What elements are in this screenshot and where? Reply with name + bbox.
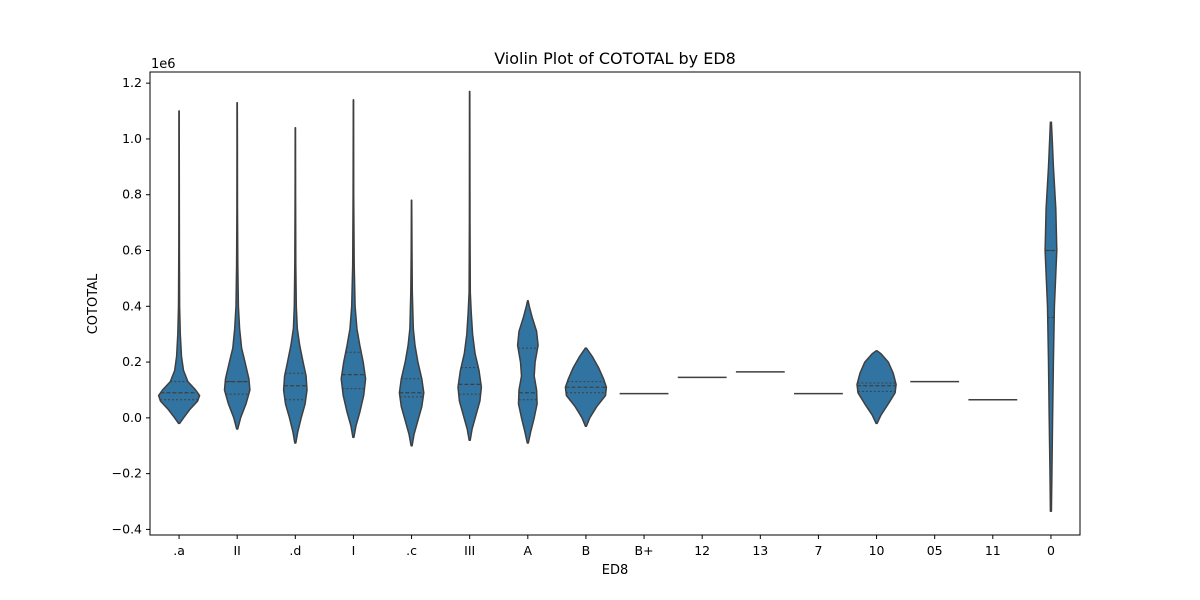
- violin-I: [340, 99, 367, 439]
- y-tick-label: 0.8: [122, 187, 142, 202]
- x-tick-label: 13: [752, 543, 768, 558]
- x-tick-label: .d: [289, 543, 301, 558]
- x-tick-label: B: [582, 543, 591, 558]
- x-tick-label: II: [234, 543, 241, 558]
- y-tick-label: 1.2: [122, 75, 142, 90]
- violin-III: [457, 90, 483, 441]
- violin-0: [1044, 121, 1058, 513]
- x-tick-label: A: [524, 543, 533, 558]
- y-tick-label: 1.0: [122, 131, 142, 146]
- y-tick-label: −0.4: [112, 521, 142, 536]
- x-tick-label: B+: [635, 543, 654, 558]
- x-tick-label: 11: [985, 543, 1001, 558]
- x-tick-label: 05: [927, 543, 943, 558]
- x-tick-label: .c: [406, 543, 417, 558]
- x-axis-label: ED8: [602, 563, 629, 578]
- plot-area: −0.4 −0.2 0.0 0.2 0.4 0.6 0.8 1.0 1.2 .a II .d I .c II…: [112, 71, 1081, 558]
- y-tick-label: 0.0: [122, 410, 142, 425]
- x-tick-label: III: [464, 543, 475, 558]
- x-tick-label: 0: [1047, 543, 1055, 558]
- violin-.c: [398, 199, 425, 447]
- y-tick-label: 0.6: [122, 243, 142, 258]
- violin-II: [223, 101, 251, 430]
- x-tick-label: .a: [173, 543, 185, 558]
- y-scale-label: 1e6: [151, 57, 176, 72]
- y-axis-label: COTOTAL: [86, 273, 101, 334]
- x-tick-label: 7: [814, 543, 822, 558]
- y-tick-label: 0.4: [122, 298, 142, 313]
- x-tick-label: 10: [869, 543, 885, 558]
- violin-A: [516, 299, 539, 444]
- axes-frame: [149, 71, 1081, 536]
- x-tick-label: 12: [694, 543, 710, 558]
- x-tick-label: I: [352, 543, 356, 558]
- violin-10: [856, 350, 897, 425]
- chart-title: Violin Plot of COTOTAL by ED8: [494, 49, 736, 68]
- y-tick-label: 0.2: [122, 354, 142, 369]
- violin-.a: [157, 110, 201, 425]
- violin-.d: [282, 127, 308, 444]
- y-tick-label: −0.2: [112, 466, 142, 481]
